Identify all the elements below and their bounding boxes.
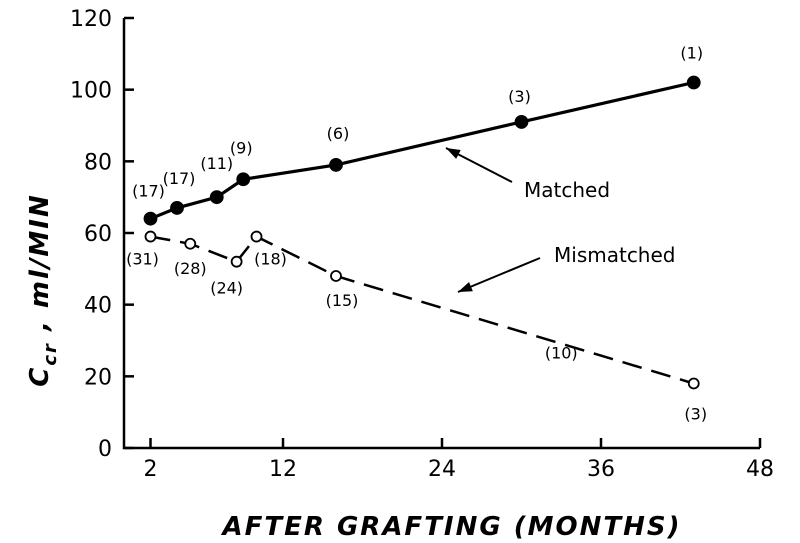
y-tick-label: 20: [84, 365, 112, 390]
y-tick-label: 40: [84, 294, 112, 319]
mismatched-legend-label: Mismatched: [554, 243, 675, 267]
matched-count-label: (3): [508, 87, 531, 106]
y-axis-title: Ccr , ml/MIN: [25, 193, 61, 386]
matched-count-label: (6): [327, 124, 350, 143]
y-tick-label: 120: [70, 7, 112, 32]
mismatched-count-label: (18): [254, 250, 287, 269]
matched-count-label: (9): [230, 138, 253, 157]
legend-layer: Matched Mismatched: [445, 147, 675, 293]
matched-point: [143, 211, 158, 226]
mismatched-series-line: [150, 235, 695, 385]
series-layer: [143, 75, 701, 390]
mismatched-point: [144, 230, 157, 243]
matched-point: [329, 158, 343, 172]
mismatched-count-label: (28): [174, 259, 207, 278]
x-axis-title: AFTER GRAFTING (MONTHS): [221, 512, 682, 542]
mismatched-point: [184, 237, 197, 250]
matched-count-label: (1): [680, 44, 703, 63]
x-tick-label: 36: [587, 457, 615, 482]
matched-count-label: (11): [200, 154, 233, 173]
matched-legend-arrowhead: [446, 148, 461, 159]
y-tick-label: 0: [98, 437, 112, 462]
matched-point: [209, 190, 224, 205]
matched-point: [686, 75, 701, 90]
matched-count-label: (17): [132, 182, 165, 201]
x-tick-label: 48: [746, 457, 774, 482]
mismatched-point: [687, 377, 700, 390]
y-axis-title-rest: , ml/MIN: [25, 193, 55, 342]
mismatched-point: [230, 255, 243, 268]
x-tick-label: 2: [144, 457, 158, 482]
mismatched-count-label: (15): [326, 291, 359, 310]
matched-point: [236, 172, 251, 187]
y-tick-label: 60: [84, 222, 112, 247]
axes: 0 20 40 60 80 100 120 2 12 24 36 48: [70, 7, 774, 482]
x-tick-label: 24: [428, 457, 456, 482]
matched-legend-label: Matched: [524, 178, 610, 202]
x-tick-label: 12: [269, 457, 297, 482]
mismatched-count-label: (24): [210, 279, 243, 298]
y-axis-title-sub: cr: [40, 342, 61, 366]
axis-lines: [122, 18, 760, 450]
mismatched-count-label: (3): [684, 405, 707, 424]
labels-layer: (17)(17)(11)(9)(6)(3)(1)(31) (28)(24)(18)…: [126, 44, 707, 424]
matched-count-label: (17): [163, 169, 196, 188]
y-axis-title-main: C: [25, 366, 55, 387]
mismatched-legend-arrow: [457, 257, 541, 293]
mismatched-point: [250, 230, 263, 243]
mismatched-legend-arrowhead: [458, 282, 473, 292]
mismatched-point: [330, 270, 342, 282]
mismatched-count-label: (31): [126, 250, 159, 269]
extra-count-label: (10): [545, 343, 578, 362]
matched-point: [170, 201, 184, 215]
y-tick-label: 100: [70, 79, 112, 104]
y-tick-label: 80: [84, 150, 112, 175]
matched-point: [514, 115, 529, 129]
